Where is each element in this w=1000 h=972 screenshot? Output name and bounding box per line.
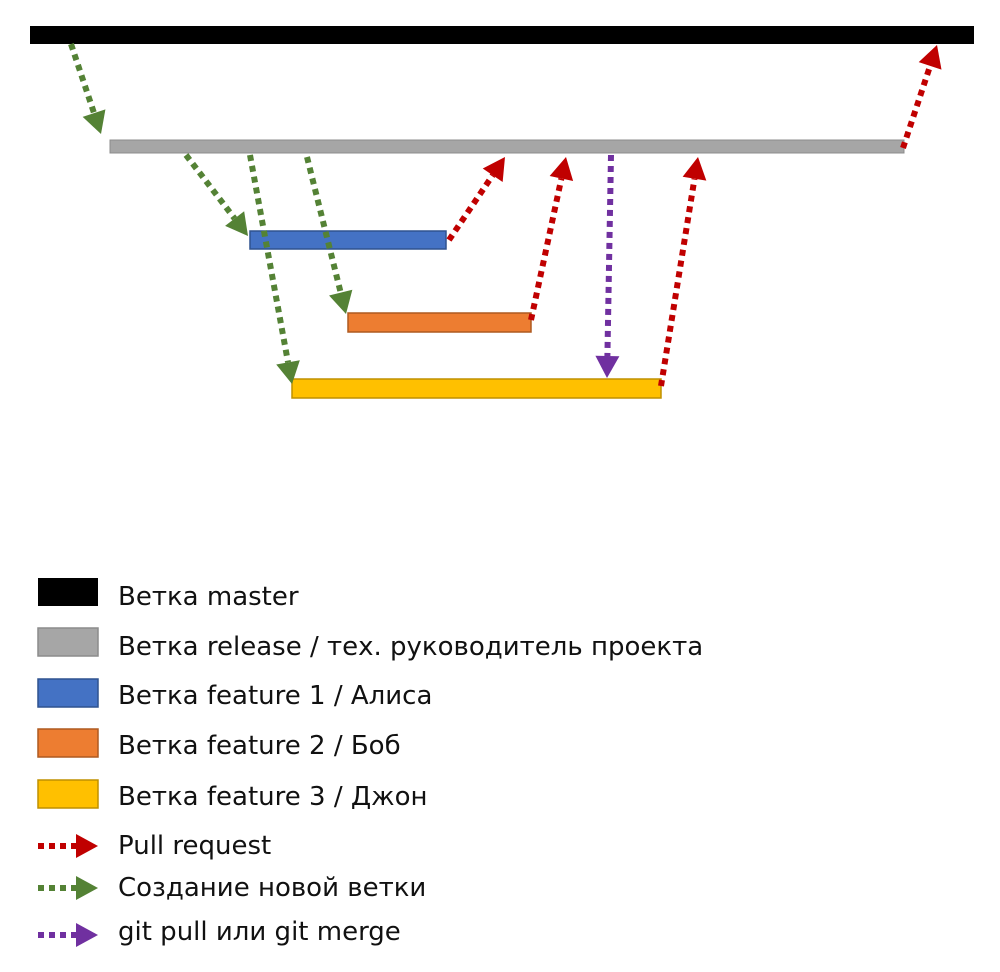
arrow-head <box>82 109 106 134</box>
arrow-shaft <box>247 154 291 363</box>
arrow-head <box>482 157 505 182</box>
legend-label-git-pull: git pull или git merge <box>118 917 401 947</box>
feature1-branch-bar <box>249 230 447 250</box>
arrow-shaft <box>183 153 238 221</box>
legend-swatch-feature3 <box>37 779 99 809</box>
arrow-head <box>76 923 98 947</box>
arrow-head <box>225 211 248 236</box>
arrow-head <box>549 157 574 182</box>
arrow-head <box>276 360 300 384</box>
arrow-shaft <box>528 177 565 321</box>
arrow-shaft <box>446 173 496 242</box>
legend-swatch-release <box>37 627 99 657</box>
new-branch-arrow <box>247 154 300 384</box>
arrow-head <box>76 834 98 858</box>
feature3-branch-bar <box>291 378 662 399</box>
legend-label-feature1: Ветка feature 1 / Алиса <box>118 681 433 711</box>
arrow-shaft <box>68 43 97 115</box>
arrow-head <box>595 355 620 378</box>
arrow-head <box>918 45 942 70</box>
legend-label-release: Ветка release / тех. руководитель проект… <box>118 632 704 662</box>
arrow-head <box>76 876 98 900</box>
legend-label-feature3: Ветка feature 3 / Джон <box>118 782 428 812</box>
new-branch-arrow <box>183 153 248 236</box>
arrow-shaft <box>304 156 344 294</box>
git-pull-arrow <box>595 154 620 378</box>
legend-swatch-feature2 <box>37 728 99 758</box>
legend-label-new-branch: Создание новой ветки <box>118 873 427 903</box>
pull-request-arrow <box>446 157 505 242</box>
arrow-head <box>682 157 707 181</box>
master-branch-bar <box>30 26 974 44</box>
legend-label-pull-request: Pull request <box>118 831 272 861</box>
legend-arrow-git-pull <box>38 923 98 947</box>
arrows-group <box>68 43 942 387</box>
arrow-shaft <box>658 178 698 387</box>
pull-request-arrow <box>900 45 942 149</box>
release-branch-bar <box>109 139 905 154</box>
legend-arrow-pull-request <box>38 834 98 858</box>
legend-swatch-feature1 <box>37 678 99 708</box>
legend-label-master: Ветка master <box>118 582 299 612</box>
arrow-head <box>329 289 353 314</box>
legend-arrow-new-branch <box>38 876 98 900</box>
legend-swatch-master <box>38 578 98 606</box>
pull-request-arrow <box>658 157 707 387</box>
arrow-shaft <box>604 154 614 357</box>
new-branch-arrow <box>304 156 353 314</box>
pull-request-arrow <box>528 157 574 321</box>
legend-label-feature2: Ветка feature 2 / Боб <box>118 731 401 761</box>
new-branch-arrow <box>68 43 106 134</box>
arrow-shaft <box>900 64 933 149</box>
feature2-branch-bar <box>347 312 532 333</box>
